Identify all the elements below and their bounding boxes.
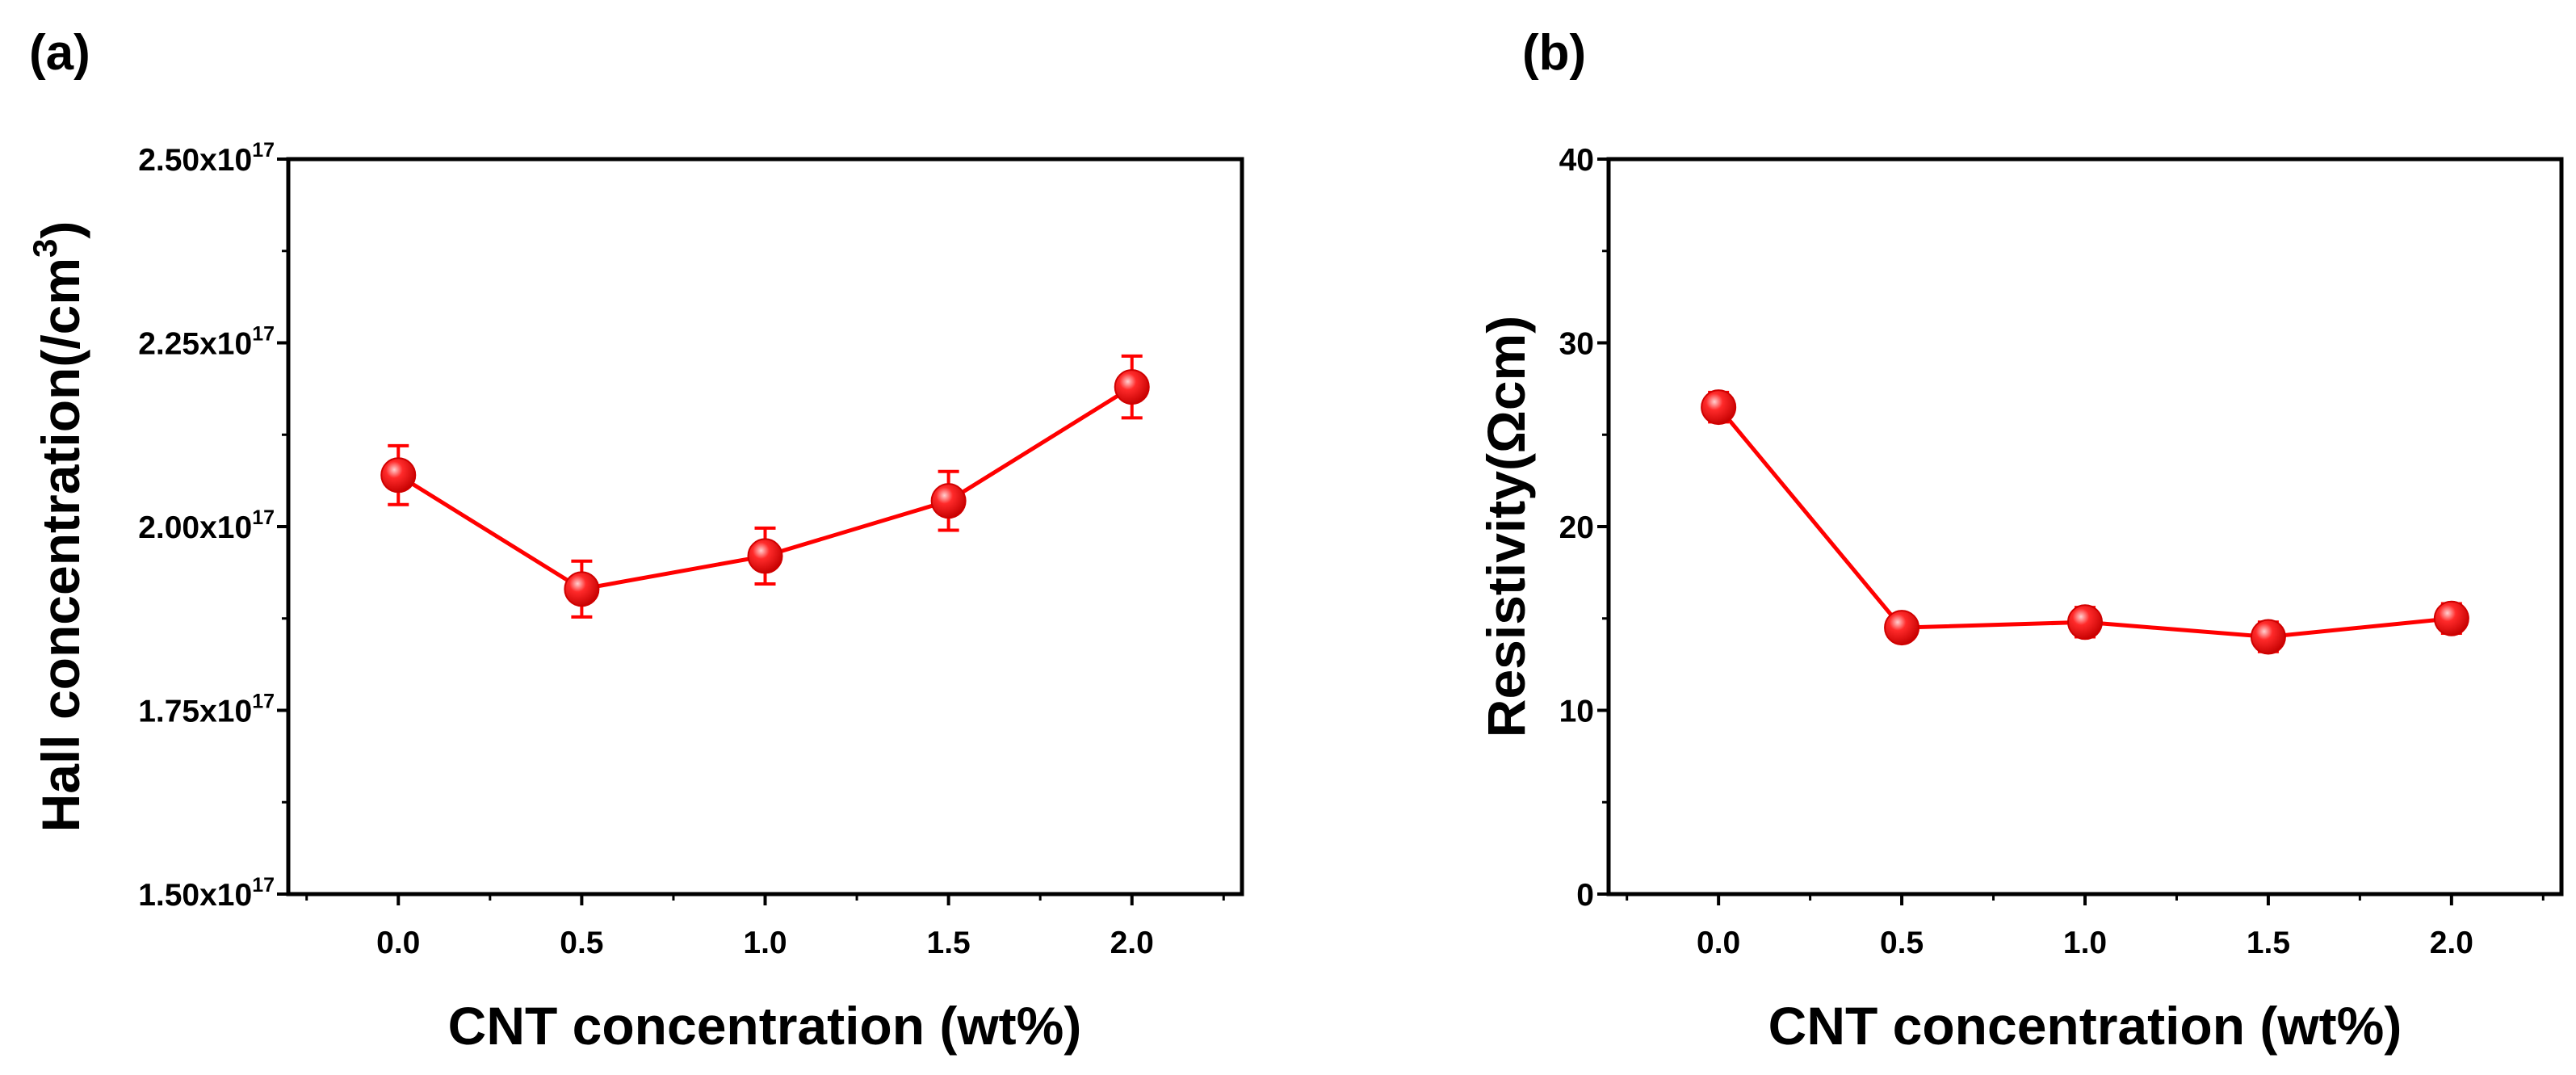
data-point <box>564 571 600 607</box>
chart-panel-a: (a) 1.50x1017 1.75x1017 2.00x1017 2.25x1017 2… <box>26 25 1244 1056</box>
x-tick-label: 0.0 <box>1697 926 1740 960</box>
panel-label: (a) <box>29 25 90 81</box>
y-tick-label: 20 <box>1559 510 1594 545</box>
data-point <box>2433 600 2469 636</box>
x-tick-label: 1.0 <box>2063 926 2107 960</box>
x-tick-label: 2.0 <box>2430 926 2473 960</box>
data-point <box>2250 619 2286 655</box>
data-point <box>930 483 967 519</box>
x-tick-label: 0.0 <box>376 926 420 960</box>
y-tick-label: 2.00x1017 <box>138 506 275 545</box>
data-point <box>1884 610 1920 646</box>
y-tick-label: 10 <box>1559 695 1594 729</box>
y-tick-label: 2.25x1017 <box>138 323 275 362</box>
x-tick-label: 1.0 <box>743 926 787 960</box>
x-axis-title: CNT concentration (wt%) <box>448 996 1082 1056</box>
y-tick-label: 40 <box>1559 143 1594 178</box>
x-tick-label: 1.5 <box>2247 926 2290 960</box>
x-tick-label: 2.0 <box>1110 926 1154 960</box>
y-tick-label: 2.50x1017 <box>138 139 275 178</box>
chart-panel-b: (b) 0 10 20 30 40 0.0 0.5 1.0 1.5 2.0 CNT concentra… <box>1476 25 2564 1056</box>
x-tick-label: 0.5 <box>1880 926 1924 960</box>
y-tick-label: 1.50x1017 <box>138 874 275 913</box>
x-tick-label: 0.5 <box>560 926 603 960</box>
y-tick-label: 0 <box>1576 878 1594 913</box>
panel-label: (b) <box>1522 25 1586 81</box>
y-tick-label: 30 <box>1559 327 1594 362</box>
y-axis-title: Hall concentration(/cm3) <box>26 221 90 833</box>
data-point <box>1701 389 1737 426</box>
series-line <box>1717 405 2452 640</box>
x-tick-label: 1.5 <box>927 926 971 960</box>
data-point <box>2067 604 2103 640</box>
x-axis-title: CNT concentration (wt%) <box>1768 996 2402 1056</box>
y-tick-label: 1.75x1017 <box>138 691 275 729</box>
data-point <box>1114 369 1150 405</box>
data-point <box>747 538 783 574</box>
plot-frame <box>1606 157 2564 897</box>
y-axis-title: Resistivity(Ωcm) <box>1476 316 1536 737</box>
data-point <box>380 457 417 493</box>
